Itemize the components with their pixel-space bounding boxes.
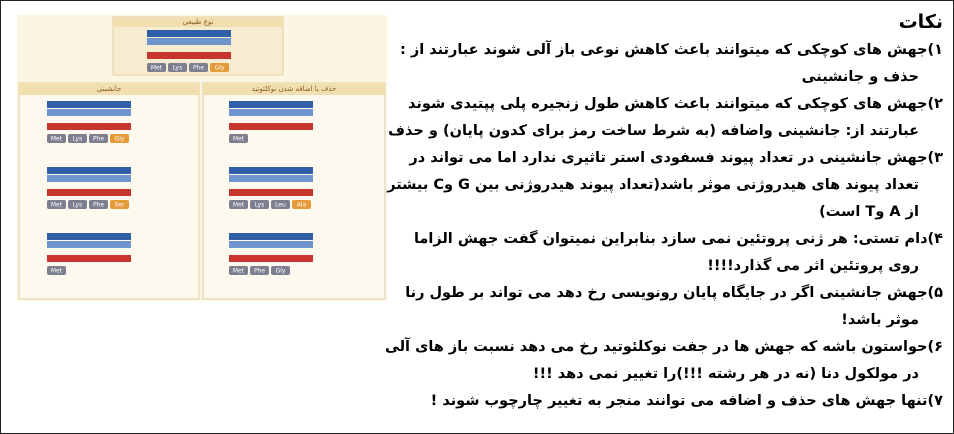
amino-acid-label: Lys [255,202,264,209]
dna-strand [47,109,131,116]
note: ۵)جهش جانشینی اگر در جایگاه پایان رونویس… [405,285,943,328]
amino-acid [147,63,166,72]
amino-acid [47,266,66,275]
mrna-strand [47,255,131,262]
amino-acid [68,200,87,209]
dna-strand [147,38,231,45]
mrna-strand [229,123,313,130]
amino-acid [271,266,290,275]
note: ۴)دام تستی: هر ژنی پروتئین نمی سازد بناب… [413,231,943,274]
dna-strand [229,109,313,116]
note: ۱)جهش های کوچکی که میتوانند باعث کاهش نو… [400,42,943,85]
mrna-strand [229,189,313,196]
amino-acid-label: Met [51,136,63,143]
dna-strand [229,241,313,248]
dna-strand [229,167,313,174]
amino-acid [250,200,269,209]
amino-acid [68,134,87,143]
amino-acid [229,266,248,275]
note-list: ۱)جهش های کوچکی که میتوانند باعث کاهش نو… [383,37,943,415]
amino-acid-label: Ala [297,202,307,209]
amino-acid [229,134,248,143]
amino-acid-label: Gly [276,268,286,275]
note: ۲)جهش های کوچکی که میتوانند باعث کاهش طو… [388,96,943,139]
amino-acid-label: Lys [73,202,82,209]
amino-acid [271,200,290,209]
note: ۷)تنها جهش های حذف و اضافه می توانند منج… [430,393,943,409]
panel-header [113,17,283,27]
dna-strand [47,167,131,174]
amino-acid-label: Met [233,136,245,143]
panel-header [19,83,199,95]
amino-acid [292,200,311,209]
amino-acid-label: Phe [93,136,104,143]
amino-acid [229,200,248,209]
panel-header [203,83,385,95]
dna-strand [229,101,313,108]
amino-acid-label: Leu [275,202,286,209]
mrna-strand [47,189,131,196]
dna-strand [229,175,313,182]
amino-acid [210,63,229,72]
amino-acid [250,266,269,275]
amino-acid [168,63,187,72]
panel-title: حذف یا اضافه شدن نوکلئوتید [252,85,337,93]
amino-acid-label: Met [51,202,63,209]
amino-acid-label: Phe [254,268,265,275]
panel-title: نوع طبیعی [183,18,214,26]
amino-acid-label: Gly [215,65,225,72]
amino-acid-label: Met [51,268,63,275]
amino-acid-label: Lys [173,65,182,72]
note: ۳)جهش جانشینی در تعداد پیوند فسفودی استر… [387,150,943,220]
dna-strand [47,175,131,182]
amino-acid [89,134,108,143]
dna-strand [47,241,131,248]
amino-acid-label: Phe [193,65,204,72]
dna-strand [47,101,131,108]
notes-title: نکات [898,11,943,33]
amino-acid [89,200,108,209]
notes: نکات ۱)جهش های کوچکی که میتوانند باعث کا… [383,11,943,415]
amino-acid [110,134,129,143]
amino-acid-label: Met [233,202,245,209]
mrna-strand [47,123,131,130]
amino-acid [189,63,208,72]
dna-strand [147,30,231,37]
amino-acid-label: Met [233,268,245,275]
mrna-strand [229,255,313,262]
dna-strand [229,233,313,240]
figure: نوع طبیعی جانشینی حذف یا اضافه شدن نوکلئ… [17,15,387,301]
mrna-strand [147,52,231,59]
amino-acid [110,200,129,209]
amino-acid-label: Ser [115,202,126,209]
dna-strand [47,233,131,240]
amino-acid-label: Met [151,65,163,72]
amino-acid-label: Phe [93,202,104,209]
note: ۶)حواستون باشه که جهش ها در جفت نوکلئوتی… [384,339,943,382]
amino-acid [47,134,66,143]
amino-acid [47,200,66,209]
amino-acid-label: Gly [115,136,125,143]
amino-acid-label: Lys [73,136,82,143]
panel-title: جانشینی [97,85,122,93]
